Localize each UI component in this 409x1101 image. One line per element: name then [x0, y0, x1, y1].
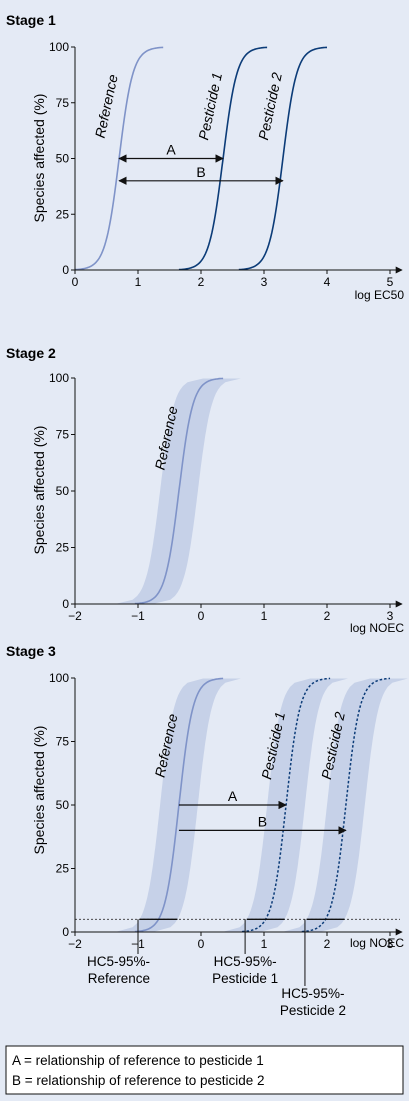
stage-1-y-tick-label: 75	[56, 96, 70, 110]
stage-2-y-tick-label: 75	[56, 428, 70, 442]
stage-3-x-axis-label: log NOEC	[350, 936, 404, 950]
stage-1-y-tick-label: 50	[56, 152, 70, 166]
stage-1-y-tick-label: 100	[49, 40, 69, 54]
stage-3-hc5-label: HC5-95%- Pesticide 1	[212, 954, 278, 986]
stage-3-hc5-label-line: HC5-95%-	[214, 954, 277, 969]
stage-1-pesticide-2-curve	[238, 46, 327, 271]
stage-3-hc5-label: HC5-95%- Pesticide 2	[280, 986, 346, 1018]
stage-3-arrow-label-a: A	[228, 788, 238, 804]
stage-2-reference-curve	[134, 377, 224, 605]
stage-1-x-tick-label: 3	[261, 275, 268, 289]
stage-1-x-tick-label: 1	[135, 275, 142, 289]
stage-3-hc5-label: HC5-95%- Reference	[87, 954, 150, 986]
stage-1-arrow-label-a: A	[166, 142, 176, 158]
stage-3-y-axis-label: Species affected (%)	[31, 726, 47, 855]
stage-1-arrow-label-b: B	[196, 164, 205, 180]
stage-2-x-axis-label: log NOEC	[350, 621, 404, 635]
stage-3-hc5-label-line: Pesticide 1	[212, 971, 278, 986]
stage-1-y-axis-label: Species affected (%)	[31, 94, 47, 223]
legend: A = relationship of reference to pestici…	[5, 1045, 404, 1095]
stage-2-y-axis-label: Species affected (%)	[31, 426, 47, 555]
stage-1-pesticide-2-label: Pesticide 2	[255, 71, 285, 142]
stage-3-hc5-label-line: HC5-95%-	[87, 954, 150, 969]
stage-2-y-tick-label: 50	[56, 484, 70, 498]
stage-3-x-tick-label: 1	[261, 937, 268, 951]
stage-1-reference-label: Reference	[92, 73, 121, 140]
stage-3-title: Stage 3	[6, 643, 56, 659]
stage-2-x-tick-label: −1	[131, 609, 145, 623]
stage-3-x-tick-label: 3	[387, 937, 394, 951]
stage-3-hc5-label-line: HC5-95%-	[281, 986, 344, 1001]
stage-1-chart: Stage 1 Species affected (%) log EC50 Re…	[6, 12, 404, 302]
stage-1-x-axis-label: log EC50	[355, 288, 405, 302]
stage-1-pesticide-1-label: Pesticide 1	[195, 71, 225, 141]
legend-line-a: A = relationship of reference to pestici…	[12, 1053, 264, 1068]
stage-2-x-tick-label: 2	[324, 609, 331, 623]
stage-3-hc5-label-line: Reference	[88, 971, 150, 986]
stage-2-x-tick-label: 1	[261, 609, 268, 623]
stage-3-y-tick-label: 0	[62, 925, 69, 939]
stage-1-y-tick-label: 25	[56, 207, 70, 221]
stage-3-chart: Stage 3 Species affected (%) log NOEC Re…	[6, 643, 408, 1018]
stage-1-x-tick-label: 5	[387, 275, 394, 289]
stage-3-y-tick-label: 25	[56, 862, 70, 876]
stage-3-y-tick-label: 75	[56, 735, 70, 749]
stage-3-x-tick-label: 0	[198, 937, 205, 951]
stage-3-y-tick-label: 50	[56, 798, 70, 812]
legend-box	[5, 1045, 404, 1095]
stage-3-hc5-label-line: Pesticide 2	[280, 1003, 346, 1018]
stage-2-x-tick-label: −2	[68, 609, 82, 623]
stage-3-arrow-label-b: B	[258, 813, 267, 829]
stage-2-y-tick-label: 100	[49, 371, 69, 385]
stage-2-x-tick-label: 3	[387, 609, 394, 623]
stage-3-y-tick-label: 100	[49, 671, 69, 685]
stage-3-x-tick-label: 2	[324, 937, 331, 951]
stage-2-title: Stage 2	[6, 345, 56, 361]
stage-1-x-tick-label: 0	[72, 275, 79, 289]
legend-line-b: B = relationship of reference to pestici…	[12, 1073, 265, 1088]
stage-3-pesticide-2-curve	[301, 677, 391, 933]
stage-2-chart: Stage 2 Species affected (%) log NOEC Re…	[6, 345, 404, 635]
stage-1-x-tick-label: 4	[324, 275, 331, 289]
stage-3-reference-curve	[134, 677, 224, 933]
stage-2-x-tick-label: 0	[198, 609, 205, 623]
stage-1-title: Stage 1	[6, 12, 56, 28]
stage-1-x-tick-label: 2	[198, 275, 205, 289]
stage-2-y-tick-label: 25	[56, 541, 70, 555]
stage-2-y-tick-label: 0	[62, 597, 69, 611]
stage-1-y-tick-label: 0	[62, 263, 69, 277]
stage-3-x-tick-label: −2	[68, 937, 82, 951]
